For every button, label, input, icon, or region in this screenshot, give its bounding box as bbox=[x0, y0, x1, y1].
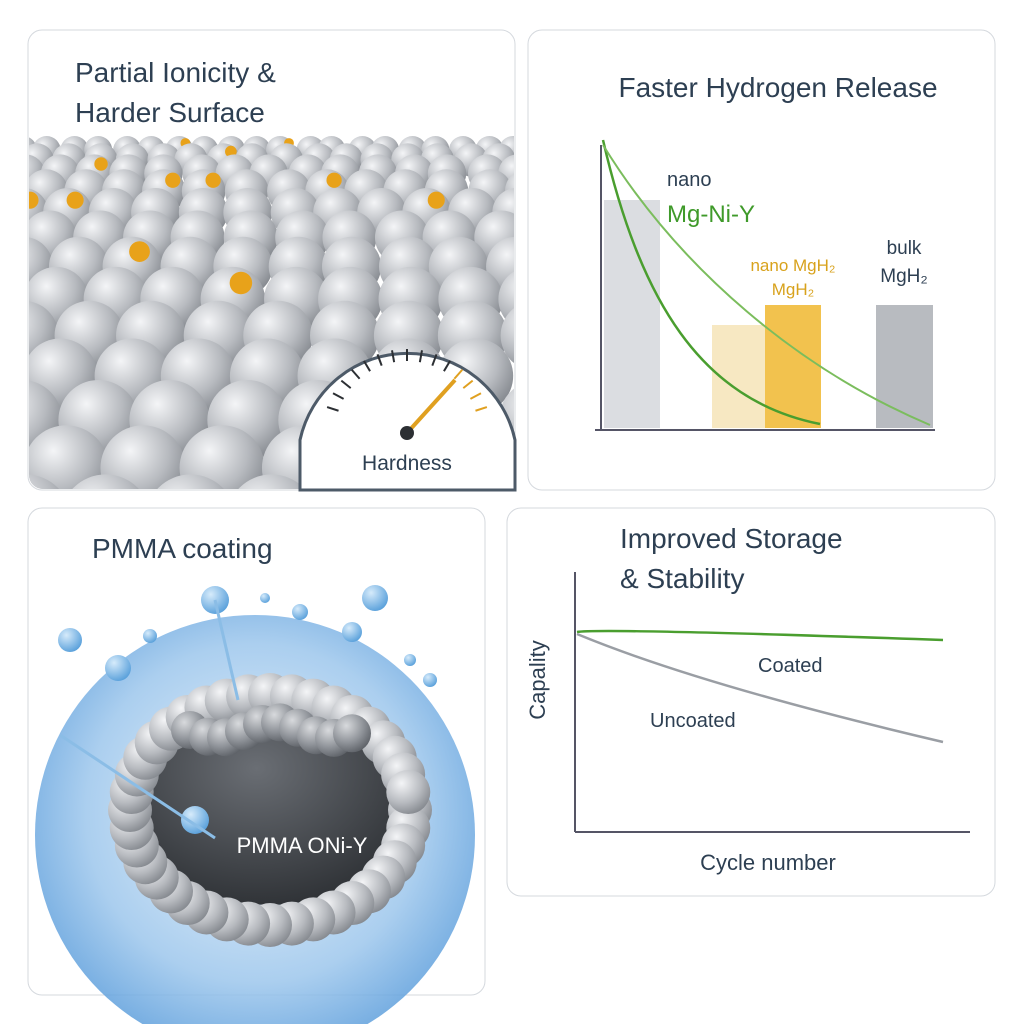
gauge-tick bbox=[418, 350, 423, 363]
ion bbox=[29, 191, 39, 209]
core-label: PMMA ONi-Y bbox=[237, 833, 368, 858]
x-axis-label: Cycle number bbox=[700, 850, 836, 875]
droplet bbox=[58, 628, 82, 652]
gauge-tick bbox=[363, 360, 371, 372]
label: bulk bbox=[887, 238, 922, 259]
gauge bbox=[298, 351, 517, 492]
y-axis-label: Capality bbox=[525, 640, 550, 719]
gauge-tick bbox=[340, 379, 352, 389]
bar bbox=[604, 200, 660, 428]
ion bbox=[427, 191, 445, 209]
label: nano bbox=[667, 169, 712, 191]
bead bbox=[386, 770, 431, 815]
label: MgH₂ bbox=[880, 266, 928, 287]
gauge-tick bbox=[469, 392, 482, 400]
gauge-needle bbox=[405, 378, 457, 435]
bead-shell bbox=[108, 673, 432, 947]
gauge-tick bbox=[443, 360, 451, 372]
droplet bbox=[260, 593, 270, 603]
gauge-label: Hardness bbox=[362, 452, 452, 475]
droplet bbox=[423, 673, 437, 687]
atom bbox=[100, 425, 186, 489]
droplet bbox=[362, 585, 388, 611]
gauge-hub bbox=[400, 426, 414, 440]
droplets bbox=[58, 585, 437, 840]
atom bbox=[474, 210, 514, 265]
atom bbox=[179, 425, 265, 489]
gauge-tick bbox=[326, 406, 339, 412]
ion bbox=[326, 172, 342, 188]
panel-title: Partial Ionicity & bbox=[75, 57, 276, 88]
gauge-tick bbox=[350, 369, 361, 380]
spray bbox=[213, 599, 240, 701]
droplet bbox=[143, 629, 157, 643]
gauge-tick bbox=[376, 354, 383, 366]
gauge-tick bbox=[462, 379, 474, 389]
gauge-tick bbox=[391, 350, 396, 363]
droplet bbox=[404, 654, 416, 666]
curve bbox=[601, 139, 821, 426]
gauge-tick bbox=[453, 369, 464, 380]
ion bbox=[205, 172, 221, 188]
gauge-tick bbox=[332, 392, 345, 400]
panel-title: & Stability bbox=[620, 563, 745, 594]
label: nano MgH₂ bbox=[750, 256, 835, 275]
droplet bbox=[292, 604, 308, 620]
gauge-tick bbox=[431, 354, 438, 366]
ion bbox=[129, 241, 150, 262]
panel-title: Improved Storage bbox=[620, 523, 843, 554]
atom bbox=[486, 236, 514, 296]
coated-line bbox=[576, 629, 944, 642]
bar bbox=[876, 305, 933, 428]
spray bbox=[59, 733, 216, 840]
gauge-tick bbox=[475, 406, 488, 412]
label: Mg-Ni-Y bbox=[667, 201, 755, 228]
gauge-ticks bbox=[326, 349, 488, 412]
panel-title: Harder Surface bbox=[75, 97, 265, 128]
droplet bbox=[181, 806, 209, 834]
uncoated-line bbox=[576, 632, 944, 744]
panel-title: Faster Hydrogen Release bbox=[618, 72, 937, 103]
bead bbox=[333, 714, 371, 753]
atom bbox=[29, 425, 109, 489]
ion bbox=[229, 271, 253, 295]
line-label: Coated bbox=[758, 655, 823, 677]
line-label: Uncoated bbox=[650, 710, 736, 732]
ion bbox=[94, 157, 108, 171]
droplet bbox=[342, 622, 362, 642]
droplet bbox=[105, 655, 131, 681]
ion bbox=[165, 172, 181, 188]
curve bbox=[602, 144, 931, 426]
label: MgH₂ bbox=[772, 280, 815, 299]
panel-title: PMMA coating bbox=[92, 533, 273, 564]
ion bbox=[66, 191, 84, 209]
bar bbox=[765, 305, 821, 428]
panel-frame bbox=[506, 507, 996, 897]
